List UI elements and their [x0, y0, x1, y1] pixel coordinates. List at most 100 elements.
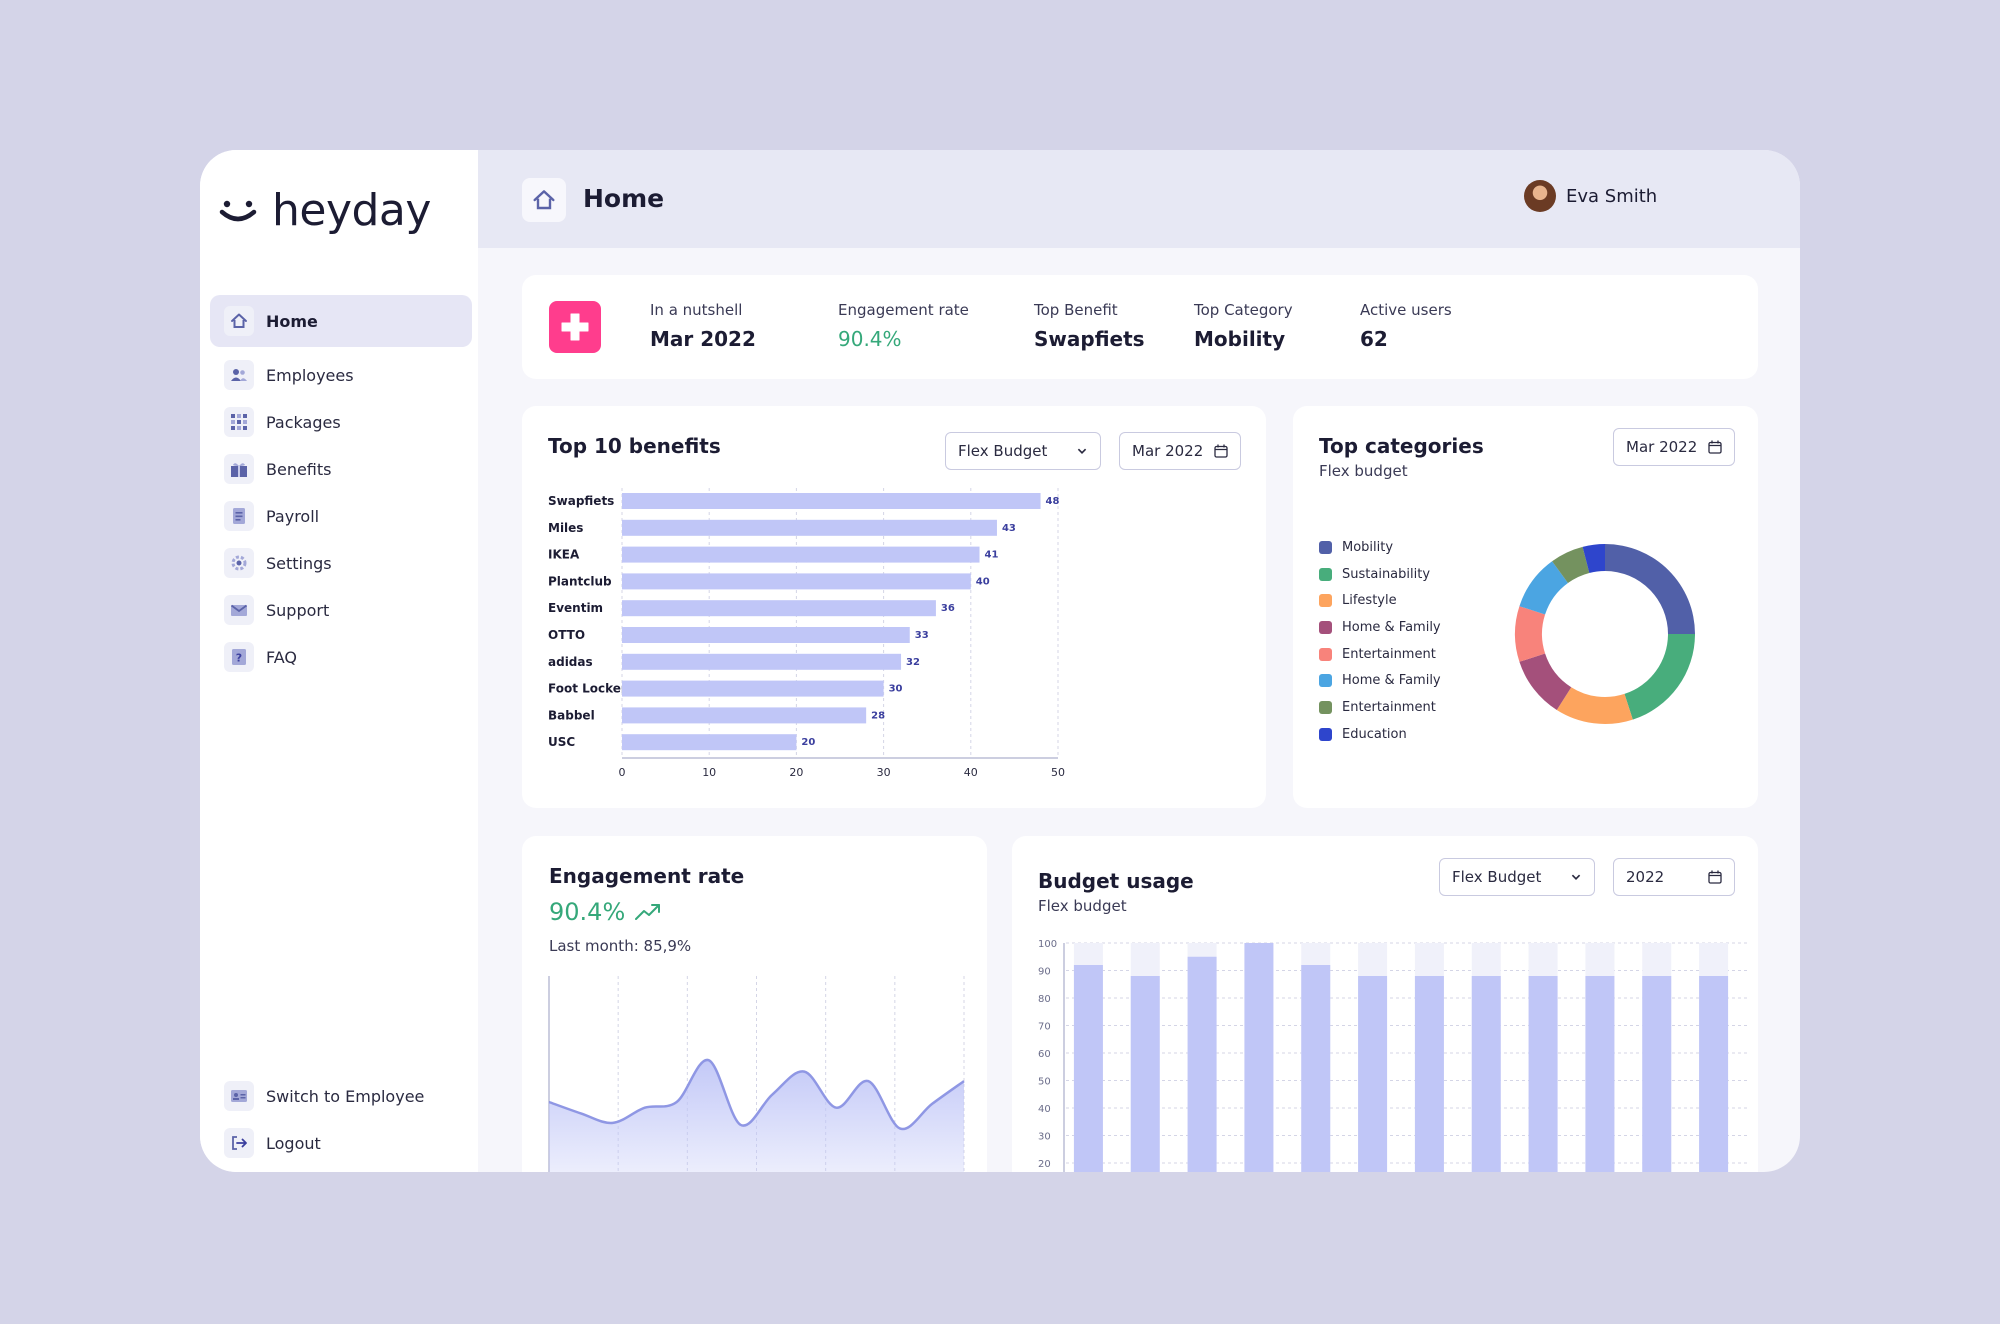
category-label: OTTO [548, 628, 585, 642]
sidebar: heyday Home Employees Packages [200, 150, 478, 1172]
calendar-icon [1214, 444, 1228, 458]
legend-label: Home & Family [1342, 673, 1441, 689]
bar [1301, 965, 1331, 1172]
sidebar-item-packages[interactable]: Packages [210, 396, 472, 448]
sidebar-item-switch-to-employee[interactable]: Switch to Employee [210, 1070, 472, 1122]
home-icon [533, 190, 555, 210]
year-picker[interactable]: 2022 [1613, 858, 1735, 896]
bar [1073, 965, 1103, 1172]
bar [1414, 976, 1444, 1172]
bar-value-label: 28 [871, 710, 885, 721]
user-menu[interactable]: Eva Smith [1524, 180, 1657, 212]
bar [1642, 976, 1672, 1172]
category-label: Foot Locker [548, 682, 627, 696]
legend-item: Entertainment [1319, 694, 1441, 721]
bar [1585, 976, 1615, 1172]
bar [622, 600, 936, 617]
bar [622, 519, 997, 536]
budget-filter-select[interactable]: Flex Budget [1439, 858, 1595, 896]
x-tick-label: 20 [789, 766, 803, 779]
x-tick-label: 10 [702, 766, 716, 779]
summary-card: In a nutshell Mar 2022 Engagement rate 9… [522, 275, 1758, 379]
x-tick-label: 50 [1051, 766, 1065, 779]
sidebar-item-label: Packages [266, 412, 341, 432]
legend-label: Lifestyle [1342, 593, 1397, 609]
y-tick-label: 40 [1038, 1104, 1051, 1115]
avatar [1524, 180, 1556, 212]
smile-logo-icon [219, 200, 257, 222]
legend-item: Sustainability [1319, 561, 1441, 588]
category-label: USC [548, 735, 575, 749]
legend-swatch [1319, 567, 1332, 581]
bar [1187, 956, 1217, 1172]
y-tick-label: 50 [1038, 1077, 1051, 1088]
bar-value-label: 36 [941, 603, 955, 614]
card-title: Top 10 benefits [548, 434, 721, 458]
bar [622, 546, 980, 563]
donut-slice [1556, 687, 1633, 724]
donut-slice [1519, 653, 1572, 710]
engagement-card: Engagement rate 90.4% Last month: 85,9% [522, 836, 987, 1172]
sidebar-item-label: Benefits [266, 459, 332, 479]
bar [622, 707, 867, 724]
bar-value-label: 33 [915, 630, 929, 641]
legend-item: Home & Family [1319, 614, 1441, 641]
budget-filter-select[interactable]: Flex Budget [945, 432, 1101, 470]
id-card-icon [224, 1081, 254, 1111]
sidebar-item-employees[interactable]: Employees [210, 349, 472, 401]
home-button[interactable] [522, 178, 566, 222]
bar [622, 573, 971, 590]
logo[interactable]: heyday [218, 182, 431, 238]
date-picker[interactable]: Mar 2022 [1613, 428, 1735, 466]
sidebar-item-faq[interactable]: ? FAQ [210, 631, 472, 683]
sidebar-item-home[interactable]: Home [210, 295, 472, 347]
bar [1358, 976, 1388, 1172]
sidebar-item-label: Logout [266, 1133, 321, 1153]
card-subtitle: Flex budget [1319, 462, 1408, 480]
top-categories-card: Top categories Flex budget Mar 2022 Mobi… [1293, 406, 1758, 808]
page-title: Home [583, 184, 665, 213]
people-icon [224, 360, 254, 390]
summary-label: Active users [1360, 301, 1452, 319]
bar [622, 734, 797, 751]
mail-icon [224, 595, 254, 625]
bar-value-label: 20 [801, 737, 815, 748]
legend-swatch [1319, 620, 1332, 634]
logout-icon [224, 1128, 254, 1158]
legend-item: Mobility [1319, 534, 1441, 561]
benefits-bar-chart: 0 10 20 30 40 50 Swapfiets 48 Miles 43 IKEA 41 Plant… [548, 488, 1065, 779]
summary-engagement: Engagement rate 90.4% [838, 301, 969, 351]
legend-label: Sustainability [1342, 566, 1431, 582]
select-value: Flex Budget [958, 442, 1048, 460]
legend-swatch [1319, 700, 1332, 714]
summary-value: Mar 2022 [650, 327, 756, 351]
sidebar-item-label: Support [266, 600, 330, 620]
sidebar-item-support[interactable]: Support [210, 584, 472, 636]
legend-label: Home & Family [1342, 619, 1441, 635]
category-label: Miles [548, 521, 583, 535]
sidebar-item-benefits[interactable]: Benefits [210, 443, 472, 495]
date-picker[interactable]: Mar 2022 [1119, 432, 1241, 470]
legend-swatch [1319, 540, 1332, 554]
sidebar-item-settings[interactable]: Settings [210, 537, 472, 589]
user-name: Eva Smith [1566, 185, 1658, 207]
bar-value-label: 48 [1046, 496, 1060, 507]
summary-active-users: Active users 62 [1360, 301, 1452, 351]
summary-value: Swapfiets [1034, 327, 1145, 351]
card-subtitle: Flex budget [1038, 897, 1127, 915]
bar [622, 680, 884, 697]
category-label: Babbel [548, 708, 595, 722]
summary-label: Top Benefit [1034, 301, 1118, 319]
engagement-rate: 90.4% [549, 898, 661, 926]
legend-label: Mobility [1342, 539, 1394, 555]
bar-value-label: 41 [985, 550, 999, 561]
category-label: IKEA [548, 548, 580, 562]
legend-label: Education [1342, 726, 1407, 742]
sidebar-item-label: Switch to Employee [266, 1086, 425, 1106]
x-tick-label: 40 [964, 766, 978, 779]
sidebar-item-label: Settings [266, 553, 332, 573]
sidebar-item-payroll[interactable]: Payroll [210, 490, 472, 542]
legend-label: Entertainment [1342, 699, 1436, 715]
sidebar-item-logout[interactable]: Logout [210, 1117, 472, 1169]
